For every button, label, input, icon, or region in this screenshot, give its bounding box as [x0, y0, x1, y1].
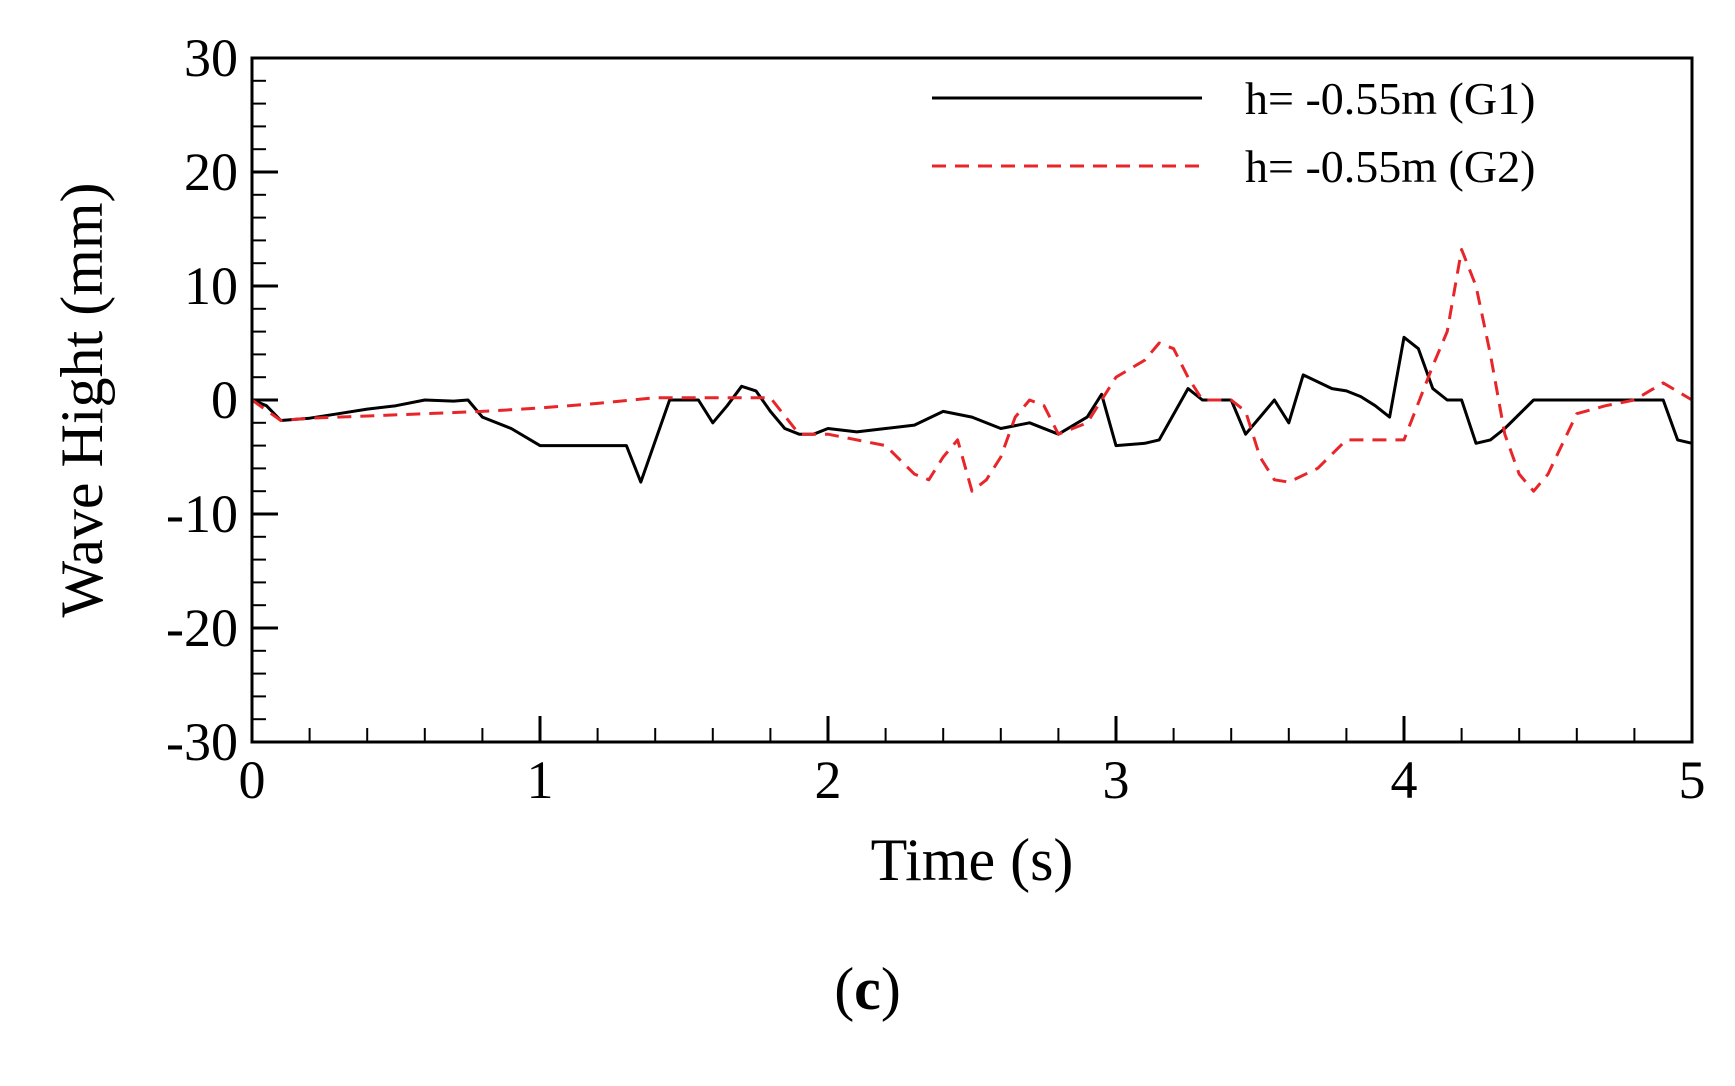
y-tick-label: 30: [184, 28, 238, 88]
y-tick-label: -10: [166, 484, 238, 544]
x-tick-label: 5: [1679, 750, 1706, 810]
y-axis-title: Wave Hight (mm): [49, 182, 115, 617]
x-tick-label: 1: [527, 750, 554, 810]
legend: h= -0.55m (G1) h= -0.55m (G2): [932, 73, 1535, 192]
legend-label-g2: h= -0.55m (G2): [1245, 141, 1535, 192]
legend-label-g1: h= -0.55m (G1): [1245, 73, 1535, 124]
plot-series: [251, 248, 1693, 493]
plot-frame: [250, 56, 1694, 744]
y-tick-label: 10: [184, 256, 238, 316]
caption-letter: c: [854, 956, 881, 1022]
axis-ticks: [250, 56, 1694, 744]
x-tick-label: 3: [1103, 750, 1130, 810]
x-tick-label: 2: [815, 750, 842, 810]
x-axis-title: Time (s): [871, 827, 1074, 893]
y-tick-label: -20: [166, 598, 238, 658]
y-tick-label: -30: [166, 712, 238, 772]
y-tick-label: 0: [211, 370, 238, 430]
caption-close-paren: ): [880, 956, 901, 1022]
figure-caption: (c): [0, 955, 1735, 1024]
line-chart: 0 1 2 3 4 5 30 20 10 0 -10 -20 -30 Time (s) Wave Hig…: [49, 28, 1706, 893]
x-tick-label: 0: [239, 750, 266, 810]
y-tick-label: 20: [184, 142, 238, 202]
series-line-g1: [251, 335, 1693, 484]
axis-tick-labels: 0 1 2 3 4 5 30 20 10 0 -10 -20 -30: [166, 28, 1705, 810]
x-tick-label: 4: [1391, 750, 1418, 810]
caption-open-paren: (: [834, 956, 855, 1022]
series-line-g2: [251, 248, 1693, 493]
